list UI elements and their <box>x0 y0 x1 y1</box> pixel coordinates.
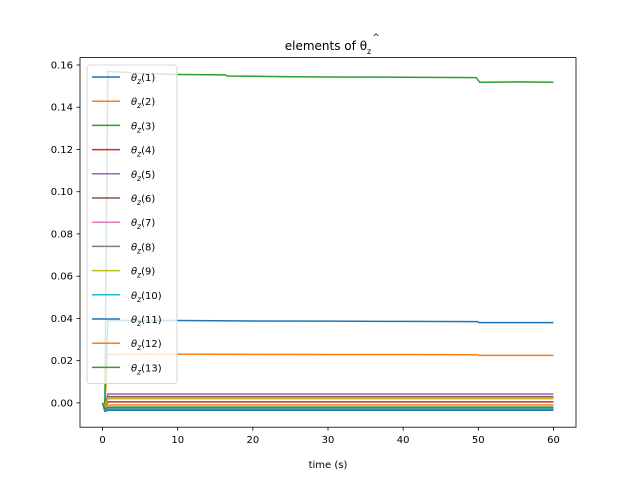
x-tick-label: 40 <box>397 435 410 446</box>
legend-label-10: θz(10) <box>131 291 162 304</box>
y-tick-label: 0.04 <box>51 314 73 325</box>
chart-title: elements of θz <box>285 39 371 56</box>
x-tick-label: 20 <box>246 435 259 446</box>
legend-box <box>86 64 178 385</box>
x-axis: 0 10 20 30 40 50 60 <box>99 427 560 446</box>
legend-label-5: θz(5) <box>131 170 155 183</box>
legend-label-6: θz(6) <box>131 194 155 207</box>
x-tick-label: 10 <box>171 435 184 446</box>
x-tick-label: 30 <box>322 435 335 446</box>
y-axis: 0.00 0.02 0.04 0.06 0.08 0.10 0.12 0.14 0.16 <box>51 60 80 409</box>
legend-label-9: θz(9) <box>131 267 155 280</box>
y-tick-label: 0.02 <box>51 356 73 367</box>
y-tick-label: 0.08 <box>51 229 73 240</box>
legend-label-12: θz(12) <box>131 339 162 352</box>
y-tick-label: 0.12 <box>51 145 73 156</box>
title-hat-accent: ^ <box>372 33 380 43</box>
legend-label-1: θz(1) <box>131 73 155 86</box>
legend-label-2: θz(2) <box>131 97 155 110</box>
legend-label-8: θz(8) <box>131 242 155 255</box>
legend-label-13: θz(13) <box>131 363 162 376</box>
legend: θz(1) θz(2) θz(3) θz(4) θz(5) θz(6) θz(7) θz(8)… <box>86 64 178 385</box>
y-tick-label: 0.00 <box>51 398 73 409</box>
x-tick-label: 50 <box>472 435 485 446</box>
x-axis-label: time (s) <box>309 460 348 471</box>
y-tick-label: 0.10 <box>51 187 73 198</box>
legend-label-4: θz(4) <box>131 146 155 159</box>
legend-label-7: θz(7) <box>131 218 155 231</box>
y-tick-label: 0.06 <box>51 272 73 283</box>
series-line-13 <box>101 402 554 410</box>
legend-label-3: θz(3) <box>131 121 155 134</box>
legend-label-11: θz(11) <box>131 315 162 328</box>
x-tick-label: 0 <box>99 435 105 446</box>
x-tick-label: 60 <box>547 435 560 446</box>
y-tick-label: 0.14 <box>51 103 73 114</box>
y-tick-label: 0.16 <box>51 60 73 71</box>
